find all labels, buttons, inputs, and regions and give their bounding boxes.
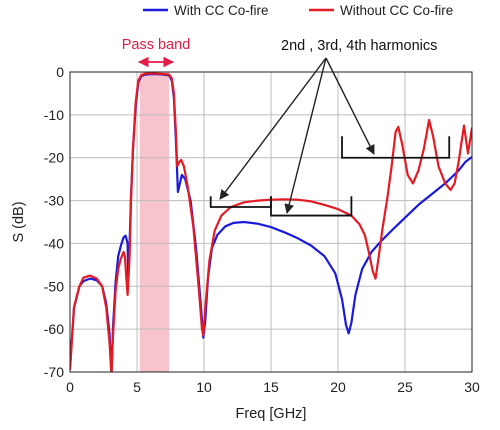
pass-band-label: Pass band — [122, 37, 191, 53]
legend-label-with-cc: With CC Co-fire — [174, 3, 269, 18]
y-tick-label: -40 — [44, 235, 64, 251]
harmonics-label: 2nd , 3rd, 4th harmonics — [281, 38, 437, 54]
y-tick-label: -60 — [44, 321, 64, 337]
series-line-without-cc — [70, 72, 472, 372]
plot-area — [69, 71, 473, 373]
legend-label-without-cc: Without CC Co-fire — [340, 3, 453, 18]
series-lines — [70, 72, 472, 372]
harmonic-bracket-3 — [270, 196, 353, 217]
legend: With CC Co-fire Without CC Co-fire — [143, 3, 453, 18]
harmonic-bracket-2 — [209, 196, 272, 208]
y-tick-label: -50 — [44, 278, 64, 294]
harmonic-arrow-2nd — [219, 57, 327, 200]
y-tick-label: -20 — [44, 150, 64, 166]
y-tick-label: -70 — [44, 364, 64, 380]
y-tick-label: -30 — [44, 193, 64, 209]
pass-band-region — [139, 72, 170, 372]
y-axis-title: S (dB) — [11, 201, 27, 242]
x-tick-label: 0 — [66, 379, 74, 395]
x-tick-label: 5 — [133, 379, 141, 395]
y-tick-label: 0 — [56, 64, 64, 80]
harmonic-arrow-4th — [325, 57, 375, 155]
harmonic-arrow-3rd — [284, 57, 327, 214]
harmonic-bracket-4 — [341, 136, 451, 159]
x-tick-label: 15 — [263, 379, 279, 395]
harmonic-arrows — [219, 57, 375, 214]
x-tick-label: 20 — [330, 379, 346, 395]
y-tick-labels: 0 -10 -20 -30 -40 -50 -60 -70 — [44, 64, 64, 380]
x-tick-label: 25 — [397, 379, 413, 395]
y-tick-label: -10 — [44, 107, 64, 123]
grid — [70, 72, 472, 372]
plot-frame — [69, 71, 473, 373]
x-axis-title: Freq [GHz] — [236, 406, 307, 422]
x-tick-label: 30 — [464, 379, 480, 395]
x-tick-labels: 0 5 10 15 20 25 30 — [66, 379, 480, 395]
harmonic-brackets — [209, 136, 451, 217]
x-tick-label: 10 — [196, 379, 212, 395]
